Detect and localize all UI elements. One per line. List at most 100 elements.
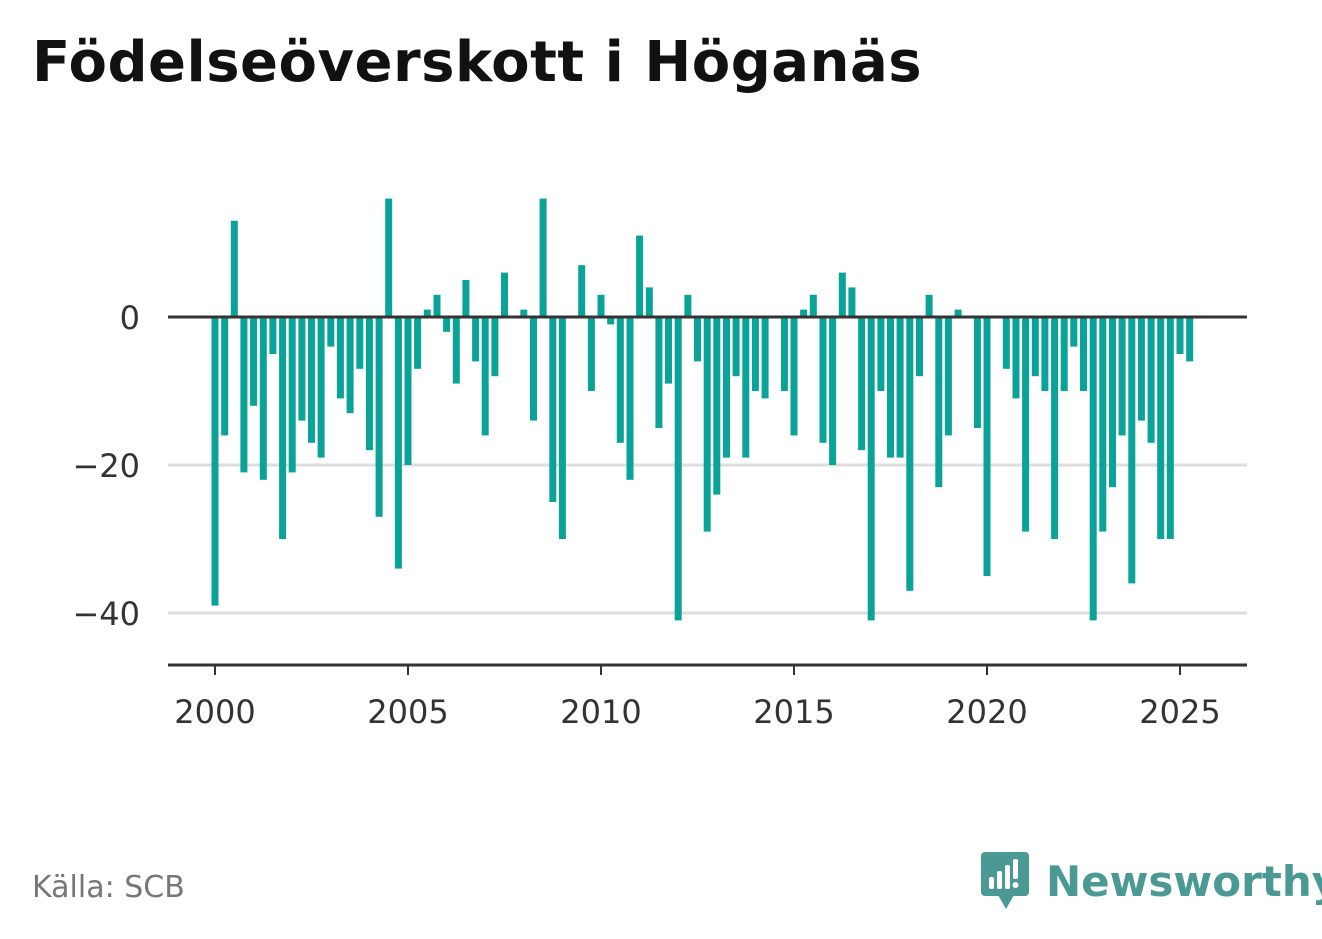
bar [587,317,595,391]
newsworthy-logo-icon [981,852,1029,909]
bar [520,309,528,317]
tick-labels: 2000 2005 2010 2015 2020 2025 0 −20 −40 [72,299,1220,731]
bar [1186,317,1194,362]
bar [288,317,296,473]
bar [732,317,740,377]
bar [935,317,943,488]
bar [327,317,335,347]
bar [925,294,933,317]
bar [906,317,914,591]
bar [462,280,470,317]
bar [858,317,866,451]
bar [269,317,277,354]
bar [867,317,875,621]
bar [665,317,672,384]
bar [240,317,248,473]
bar [1118,317,1126,436]
bar [298,317,306,421]
bar [694,317,701,362]
x-tick-label: 2015 [753,693,834,731]
bar [1089,317,1097,621]
bar [1157,317,1165,539]
bar [443,317,451,332]
bar [491,317,499,377]
bar [597,294,605,317]
bar [336,317,344,399]
bars [211,198,1194,621]
bar [848,287,856,317]
brand-name: Newsworthy [1046,856,1322,906]
x-tick-label: 2010 [560,693,641,731]
bar [636,235,644,317]
bar [375,317,383,517]
y-tick-label: −40 [72,595,140,633]
bar [1002,317,1010,369]
bar [703,317,711,532]
bar [761,317,769,399]
x-tick-label: 2025 [1139,693,1220,731]
bar [780,317,788,391]
bar [838,272,846,317]
brand-logo: Newsworthy [980,850,1322,912]
bar [558,317,566,539]
bar [1176,317,1184,354]
bar [887,317,894,458]
bar [250,317,258,406]
bar [211,317,219,606]
bar [723,317,730,458]
bar [1137,317,1145,421]
bar [655,317,663,428]
bar [472,317,480,362]
bar [404,317,412,465]
bar [713,317,721,495]
bar [1031,317,1039,377]
bar [452,317,460,384]
bar [607,317,615,325]
y-tick-label: −20 [72,447,140,485]
bar [790,317,798,436]
bar [259,317,267,480]
bar [317,317,325,458]
bar [954,309,962,317]
bar [819,317,827,443]
bar [1041,317,1049,391]
bar [1166,317,1174,539]
bar [481,317,489,436]
bar [674,317,682,621]
bar [626,317,634,480]
bar [1128,317,1136,584]
bar [742,317,750,458]
bar [365,317,373,451]
bar [1060,317,1068,391]
bar [1109,317,1116,488]
bar [578,265,586,317]
bar [394,317,402,569]
bar [1012,317,1020,399]
source-note: Källa: SCB [32,870,185,905]
x-tick-label: 2000 [174,693,255,731]
bar [684,294,692,317]
chart-title: Födelseöverskott i Höganäs [32,30,923,95]
bar [1147,317,1155,443]
bar [308,317,315,443]
bar [414,317,422,369]
bar [1051,317,1059,539]
bar [501,272,508,317]
bar [423,309,431,317]
bar [800,309,808,317]
bar [549,317,557,502]
bar [539,198,547,317]
bar [433,294,441,317]
x-tick-label: 2005 [367,693,448,731]
bar [973,317,981,428]
bar [530,317,537,421]
bar [896,317,904,458]
bar [1080,317,1087,391]
bar [645,287,653,317]
bar [944,317,952,436]
bar [829,317,837,465]
y-tick-label: 0 [120,299,140,337]
bar [916,317,923,377]
bar [809,294,817,317]
